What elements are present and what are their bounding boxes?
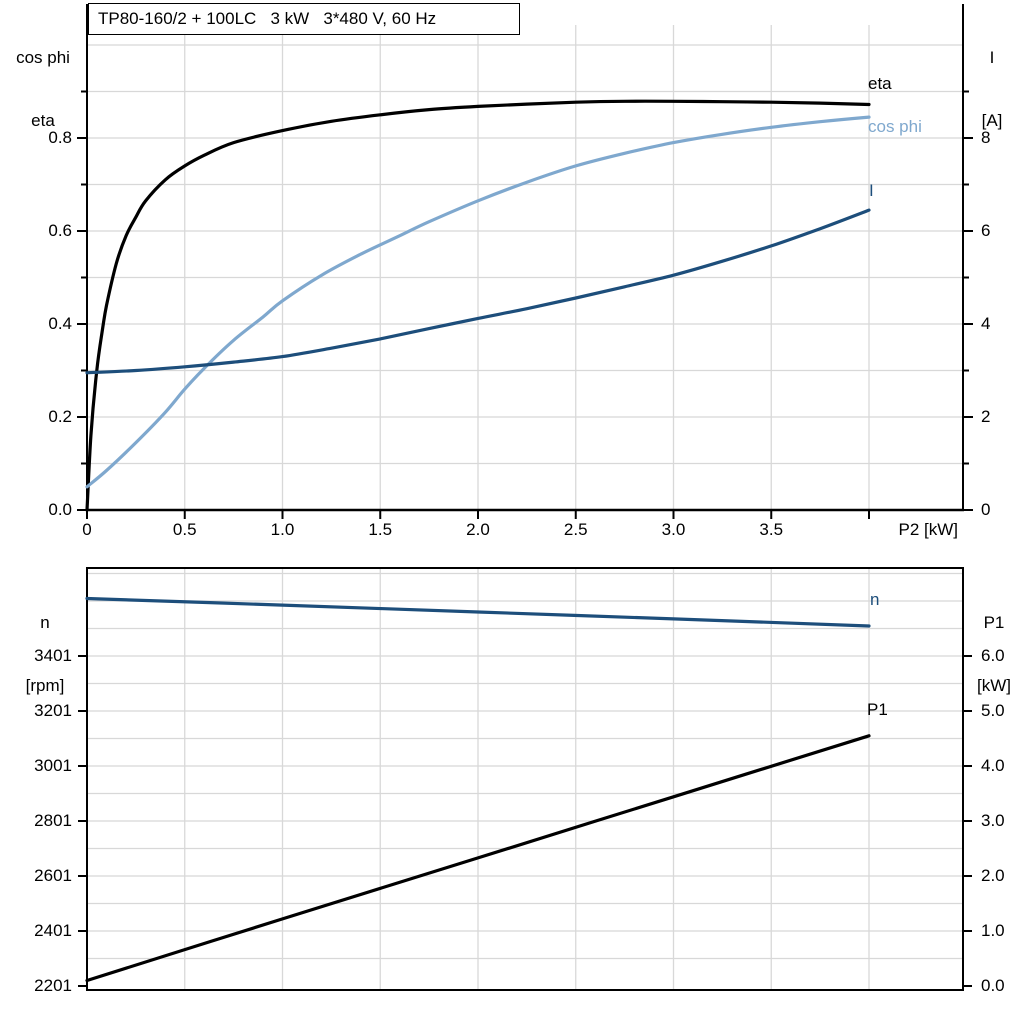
left-tick-label: 0.0 [48,500,72,519]
right-axis-title-unit-amps: [A] [981,111,1003,130]
right-tick-label: 2 [981,407,991,426]
left-tick-label: 2201 [34,976,72,995]
eta-curve [85,99,871,512]
top-right-axis-header: I [A] [962,5,1022,173]
left-tick-label: 0.2 [48,407,72,426]
top-left-axis-header: cos phi eta [6,5,80,173]
p1-curve [85,734,871,983]
x-tick-label: 3.0 [661,520,686,539]
right-tick-label: 4.0 [981,756,1005,775]
bottom-left-axis-header: n [rpm] [8,570,82,738]
right-axis-title-unit-kw: [kW] [977,676,1011,695]
right-tick-label: 4 [981,314,991,333]
x-tick-label: 2.0 [466,520,490,539]
x-tick-label: 2.5 [563,520,588,539]
current-curve [85,208,871,375]
x-tick-label: 1.5 [368,520,393,539]
right-tick-label: 3.0 [981,811,1005,830]
bottom-right-axis-header: P1 [kW] [964,570,1024,738]
left-tick-label: 0.4 [48,314,72,333]
right-tick-label: 8 [981,128,991,147]
left-axis-title-n: n [40,613,50,632]
x-tick-label: 0.5 [172,520,197,539]
right-tick-label: 2.0 [981,866,1005,885]
p1-curve-label: P1 [867,700,888,719]
x-tick-label: 0 [82,520,92,539]
plot-frame [86,567,964,991]
right-tick-label: 1.0 [981,921,1005,940]
cos_phi-curve [85,115,871,489]
left-axis-title-cosphi: cos phi [16,48,70,67]
right-axis-title-p1: P1 [983,613,1005,632]
left-tick-label: 2401 [34,921,72,940]
left-tick-label: 2601 [34,866,72,885]
x-tick-label: 1.0 [270,520,295,539]
left-tick-label: 3401 [34,646,72,665]
right-tick-label: 6 [981,221,991,240]
right-tick-label: 6.0 [981,646,1005,665]
x-axis-title-p2: P2 [kW] [898,520,958,539]
n-curve [85,596,871,628]
right-tick-label: 5.0 [981,701,1005,720]
right-axis-title-current: I [989,48,995,67]
left-tick-label: 0.8 [48,128,72,147]
right-tick-label: 0 [981,500,991,519]
left-tick-label: 3001 [34,756,72,775]
chart-title: TP80-160/2 + 100LC 3 kW 3*480 V, 60 Hz [98,9,437,28]
right-tick-label: 0.0 [981,976,1005,995]
left-axis-title-eta: eta [31,111,55,130]
chart-title-box: TP80-160/2 + 100LC 3 kW 3*480 V, 60 Hz [88,3,520,35]
cos-phi-curve-label: cos phi [868,117,922,136]
left-tick-label: 0.6 [48,221,72,240]
left-tick-label: 2801 [34,811,72,830]
left-tick-label: 3201 [34,701,72,720]
left-axis-title-unit-rpm: [rpm] [25,676,65,695]
x-tick-label: 3.5 [759,520,784,539]
eta-curve-label: eta [868,74,892,93]
current-curve-label: I [869,181,874,200]
n-curve-label: n [870,590,880,609]
